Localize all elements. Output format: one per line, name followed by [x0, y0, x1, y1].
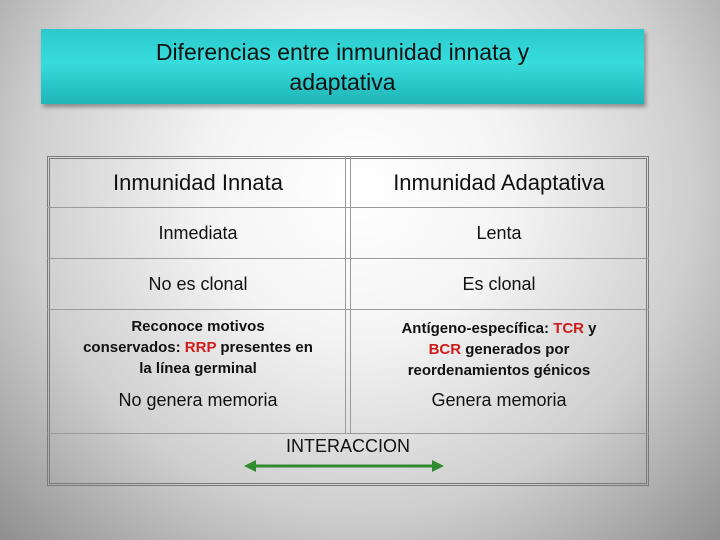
row-divider: [47, 309, 649, 310]
interaction-label: INTERACCION: [285, 436, 410, 456]
column-divider: [345, 156, 351, 434]
comparison-table: [47, 156, 649, 486]
specificity-line-3: reordenamientos génicos: [407, 361, 591, 379]
title-line-2: adaptativa: [289, 68, 396, 95]
text: generados por: [461, 340, 570, 358]
header-adaptive: Inmunidad Adaptativa: [393, 170, 605, 195]
header-innate: Inmunidad Innata: [112, 170, 284, 195]
recognition-line-2: conservados: RRP presentes en: [83, 337, 313, 358]
cell-innate-memory: No genera memoria: [118, 389, 278, 410]
slide-title: Diferencias entre inmunidad innata y ada…: [41, 29, 644, 104]
text: Antígeno-específica:: [401, 319, 554, 337]
text: conservados:: [83, 338, 185, 356]
bcr-highlight: BCR: [428, 340, 462, 358]
cell-adaptive-memory: Genera memoria: [431, 389, 567, 410]
text: y: [584, 319, 597, 337]
double-arrow-icon: [244, 460, 444, 472]
recognition-line-3: la línea germinal: [139, 359, 257, 377]
row-divider: [47, 433, 649, 434]
tcr-highlight: TCR: [553, 319, 584, 337]
rrp-highlight: RRP: [184, 338, 217, 356]
specificity-line-2: BCR generados por: [429, 339, 570, 360]
cell-adaptive-clonality: Es clonal: [462, 273, 536, 294]
cell-innate-speed: Inmediata: [158, 222, 238, 243]
recognition-line-1: Reconoce motivos: [131, 317, 265, 335]
specificity-line-1: Antígeno-específica: TCR y: [401, 318, 596, 339]
cell-adaptive-speed: Lenta: [476, 222, 522, 243]
title-line-1: Diferencias entre inmunidad innata y: [155, 38, 530, 65]
cell-innate-recognition: Reconoce motivos conservados: RRP presen…: [50, 312, 346, 382]
text: presentes en: [216, 338, 313, 356]
cell-innate-clonality: No es clonal: [148, 273, 248, 294]
cell-adaptive-recognition: Antígeno-específica: TCR y BCR generados…: [352, 314, 646, 384]
row-divider: [47, 258, 649, 259]
row-divider: [47, 207, 649, 208]
